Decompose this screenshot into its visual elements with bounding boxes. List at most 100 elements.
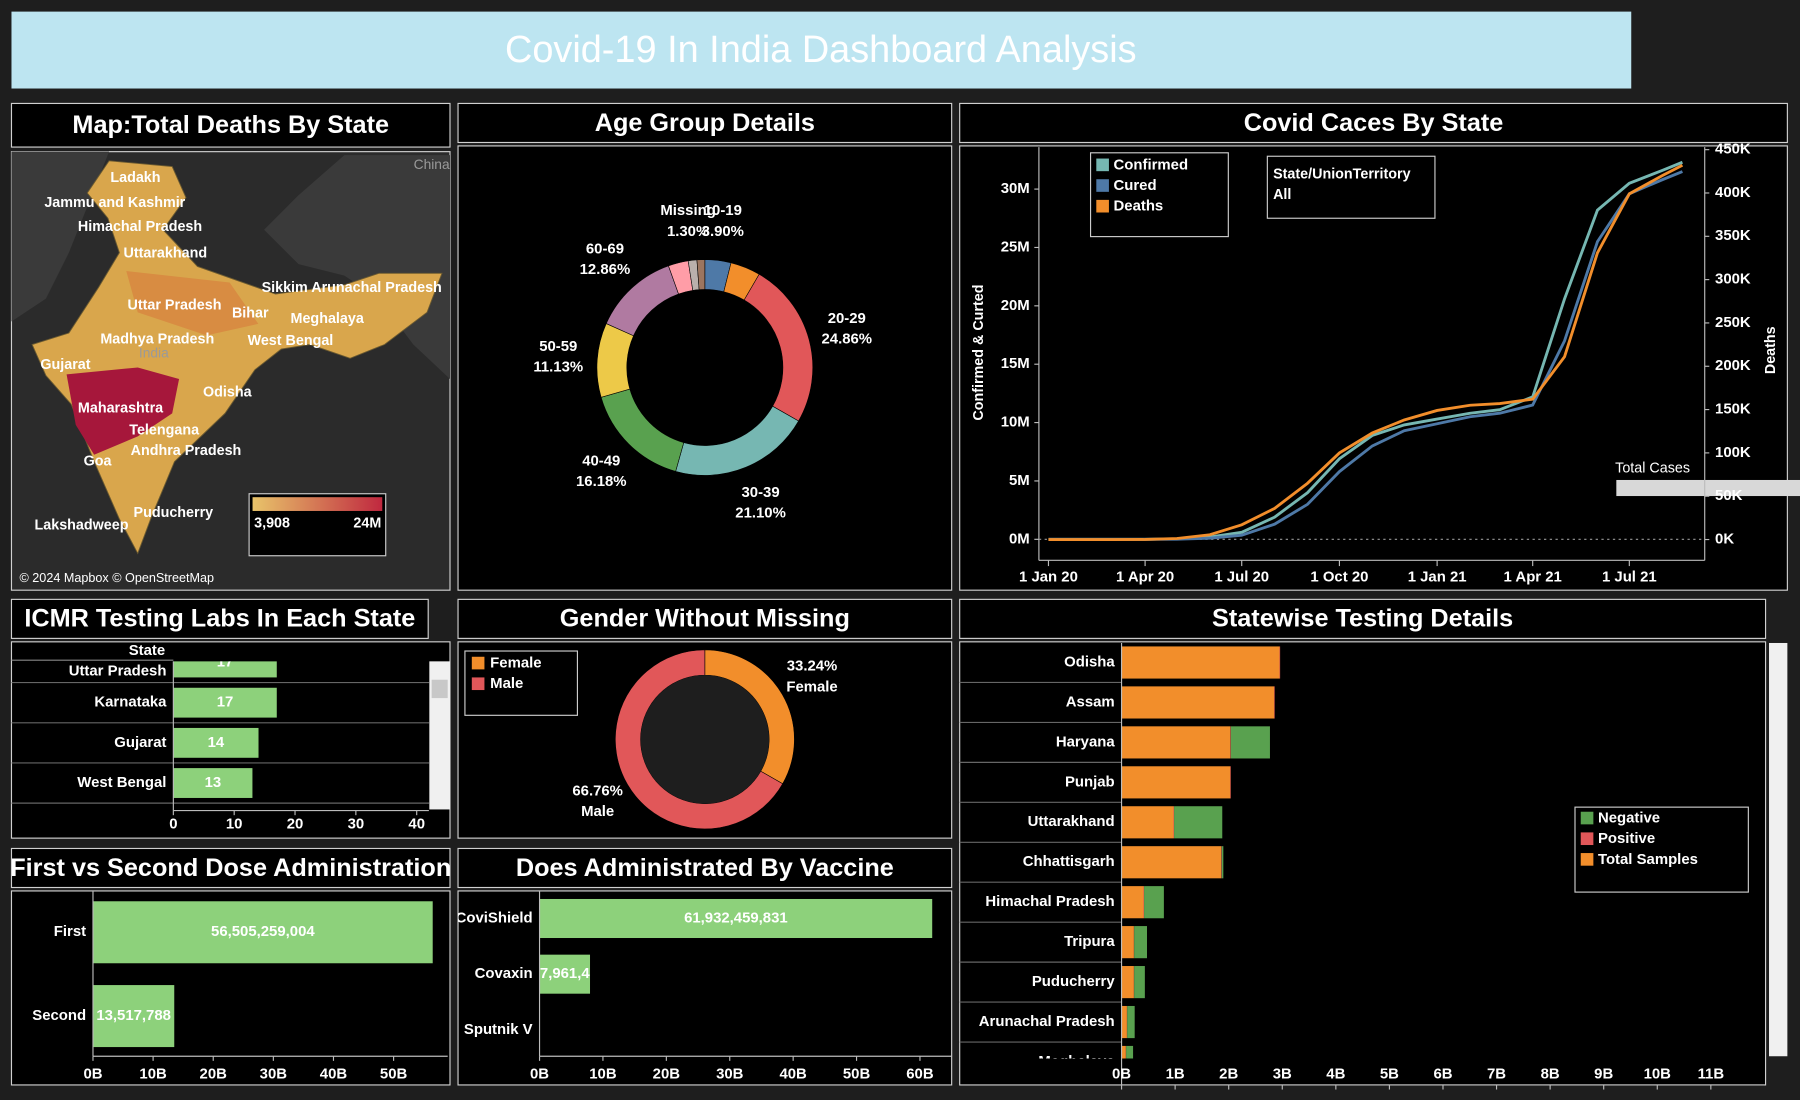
scrollbar[interactable] — [1769, 642, 1788, 1057]
y-axis-title: Confirmed & Curted — [971, 284, 987, 420]
panel-title-box — [10, 598, 429, 639]
bar — [1121, 1005, 1127, 1039]
category-label: Arunachal Pradesh — [979, 1013, 1115, 1030]
category-label: West Bengal — [77, 774, 166, 791]
bar — [539, 898, 933, 939]
x-tick-label: 40 — [408, 815, 425, 832]
panel-title: Statewise Testing Details — [1212, 605, 1513, 633]
legend-label: Female — [490, 655, 541, 672]
x-tick-label: 0B — [83, 1066, 102, 1083]
column-header: State — [129, 642, 165, 659]
bar — [92, 901, 433, 964]
slice-label: 40-49 — [582, 452, 620, 469]
category-label: Karnataka — [94, 694, 167, 711]
y2-axis-title: Deaths — [1763, 326, 1779, 374]
bar — [1127, 1005, 1135, 1039]
x-tick-label: 7B — [1487, 1066, 1506, 1083]
panel-title-box — [457, 102, 953, 144]
value-label: 14 — [208, 734, 225, 751]
category-label: Sputnik V — [464, 1021, 533, 1038]
x-tick-label: 20B — [200, 1066, 228, 1083]
slice-label: 3.90% — [702, 223, 744, 240]
bar-area: Uttar Pradesh 17 Karnataka 17 Gujarat 14 West … — [11, 661, 430, 804]
state-label: Meghalaya — [291, 311, 365, 327]
attribution: © 2024 Mapbox © OpenStreetMap — [20, 571, 215, 585]
y-tick-label: 0M — [1009, 530, 1030, 547]
x-tick-label: 1B — [1166, 1066, 1185, 1083]
bar — [1221, 846, 1222, 879]
slider[interactable] — [1616, 479, 1800, 497]
filter-label: State/UnionTerritory — [1273, 166, 1410, 182]
x-tick-label: 30B — [260, 1066, 288, 1083]
slice-label: 50-59 — [539, 338, 577, 355]
legend-gradient-bar — [252, 497, 383, 511]
y2-tick-label: 150K — [1715, 401, 1751, 418]
bar — [1126, 1045, 1134, 1059]
category-label: Assam — [1066, 693, 1115, 710]
panel-title: Covid Caces By State — [1244, 109, 1504, 137]
state-label: Bihar — [232, 305, 269, 321]
x-tick-label: 10 — [226, 815, 243, 832]
bar — [539, 954, 591, 994]
filter-box — [1266, 155, 1436, 219]
filter-value: All — [1273, 187, 1291, 203]
scrollbar-thumb[interactable] — [431, 679, 448, 699]
slice-label: Female — [786, 678, 837, 695]
bar-area: CoviShield 61,932,459,831 Covaxin 7,961,4 Sp… — [458, 898, 933, 1038]
slice-label: 12.86% — [580, 261, 631, 278]
slice-label: 11.13% — [533, 359, 583, 376]
x-tick-label: 50B — [380, 1066, 408, 1083]
x-tick-label: 10B — [139, 1066, 167, 1083]
slice-label: 1.30% — [667, 223, 709, 240]
donut-slice — [696, 259, 706, 290]
panel-title-box — [457, 598, 953, 639]
slice-label: 30-39 — [742, 484, 780, 501]
bar — [1221, 846, 1224, 879]
x-tick-label: 1 Jan 20 — [1019, 568, 1078, 585]
legend-swatch — [1580, 832, 1594, 846]
panel-title-box — [959, 102, 1788, 144]
state-label: Himachal Pradesh — [78, 219, 202, 235]
value-label: 61,932,459,831 — [684, 909, 788, 926]
x-tick-label: 30 — [348, 815, 365, 832]
legend-label: Male — [490, 675, 523, 692]
legend-label: Positive — [1598, 830, 1655, 847]
x-tick-label: 50B — [843, 1066, 871, 1083]
slice-label: Missing — [660, 202, 716, 219]
bar — [1121, 926, 1134, 959]
y-tick-label: 25M — [1001, 238, 1030, 255]
y2-tick-label: 350K — [1715, 227, 1751, 244]
header-banner — [11, 11, 1632, 89]
bar — [1121, 846, 1222, 879]
scrollbar[interactable] — [429, 661, 450, 810]
bar — [1134, 966, 1145, 999]
legend-swatch — [1096, 179, 1109, 192]
legend-box — [1089, 152, 1229, 238]
bar — [1121, 726, 1231, 759]
category-label: Second — [32, 1007, 86, 1024]
category-label: Uttar Pradesh — [69, 663, 167, 680]
map-india — [31, 160, 443, 555]
legend-label: Cured — [1114, 177, 1157, 194]
state-label: Sikkim — [262, 280, 308, 296]
panel-title: Map:Total Deaths By State — [72, 111, 389, 139]
slice-label: 60-69 — [586, 240, 624, 257]
bar — [1230, 766, 1231, 799]
category-label: Chhattisgarh — [1023, 853, 1115, 870]
y-tick-label: 20M — [1001, 297, 1030, 314]
panel-title: Age Group Details — [595, 109, 815, 137]
y2-tick-label: 450K — [1715, 141, 1751, 158]
bar — [1173, 806, 1175, 839]
y2-tick-label: 400K — [1715, 184, 1751, 201]
bar — [173, 727, 259, 758]
bar — [1121, 966, 1134, 999]
bar — [1121, 806, 1174, 839]
category-label: Punjab — [1065, 773, 1115, 790]
y2-tick-label: 50K — [1715, 487, 1743, 504]
state-label: Telengana — [129, 422, 200, 438]
x-tick-label: 1 Apr 21 — [1504, 568, 1562, 585]
legend-swatch — [1096, 199, 1109, 213]
x-tick-label: 8B — [1541, 1066, 1560, 1083]
